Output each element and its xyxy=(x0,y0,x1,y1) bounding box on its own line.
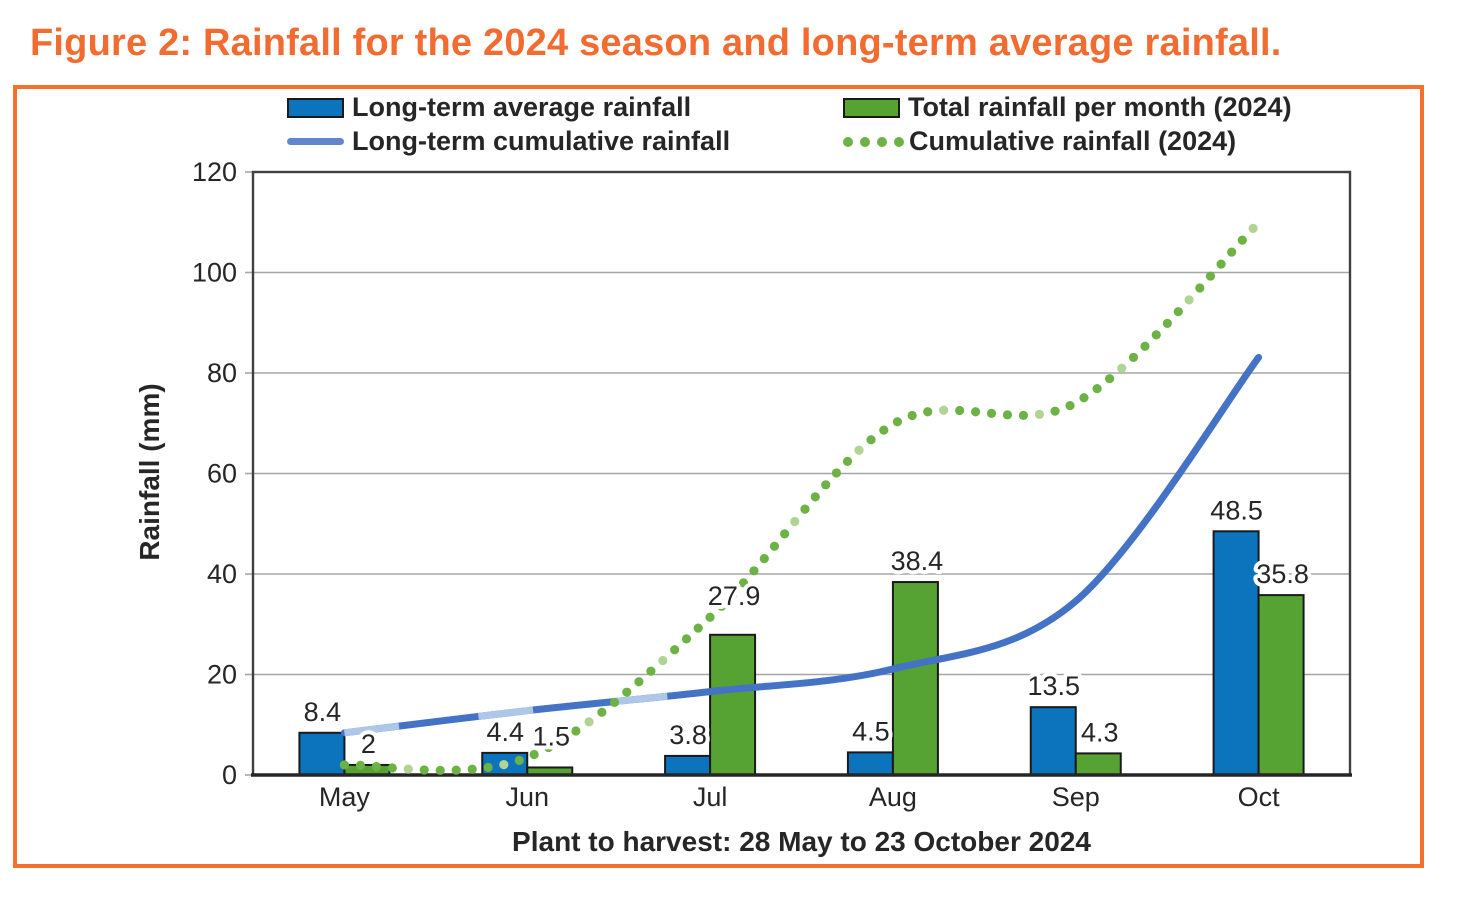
svg-text:40: 40 xyxy=(207,559,237,589)
svg-text:27.9: 27.9 xyxy=(708,581,761,611)
blue-bar-swatch-icon xyxy=(287,97,344,118)
svg-text:38.4: 38.4 xyxy=(891,546,944,576)
svg-text:Jun: Jun xyxy=(505,782,549,812)
svg-text:4.5: 4.5 xyxy=(852,716,890,746)
legend-item-longterm-line: Long-term cumulative rainfall xyxy=(287,126,730,157)
svg-text:1.5: 1.5 xyxy=(532,721,570,751)
svg-text:48.5: 48.5 xyxy=(1210,495,1263,525)
x-axis-title: Plant to harvest: 28 May to 23 October 2… xyxy=(512,826,1091,857)
svg-text:20: 20 xyxy=(207,660,237,690)
green-bar-swatch-icon xyxy=(843,97,900,118)
svg-text:3.8: 3.8 xyxy=(669,720,707,750)
svg-text:Oct: Oct xyxy=(1238,782,1281,812)
svg-text:4.4: 4.4 xyxy=(486,717,524,747)
legend-label: Long-term cumulative rainfall xyxy=(352,126,731,156)
svg-text:120: 120 xyxy=(192,157,237,187)
legend-item-longterm-bar: Long-term average rainfall xyxy=(287,92,691,123)
svg-text:Jul: Jul xyxy=(693,782,728,812)
green-dots-swatch-icon xyxy=(843,136,904,147)
svg-text:8.4: 8.4 xyxy=(304,697,342,727)
svg-text:60: 60 xyxy=(207,459,237,489)
svg-text:Aug: Aug xyxy=(869,782,917,812)
svg-text:2: 2 xyxy=(361,729,376,759)
svg-text:35.8: 35.8 xyxy=(1256,559,1309,589)
svg-text:80: 80 xyxy=(207,358,237,388)
svg-text:May: May xyxy=(319,782,371,812)
svg-text:13.5: 13.5 xyxy=(1027,671,1080,701)
legend-item-2024-line: Cumulative rainfall (2024) xyxy=(843,126,1236,157)
svg-text:Sep: Sep xyxy=(1052,782,1100,812)
legend-item-2024-bar: Total rainfall per month (2024) xyxy=(843,92,1292,123)
svg-text:100: 100 xyxy=(192,258,237,288)
svg-text:4.3: 4.3 xyxy=(1081,717,1119,747)
legend-label: Long-term average rainfall xyxy=(352,92,692,122)
svg-text:0: 0 xyxy=(222,760,237,790)
blue-line-swatch-icon xyxy=(287,138,344,145)
legend-label: Cumulative rainfall (2024) xyxy=(909,126,1237,156)
figure-title: Figure 2: Rainfall for the 2024 season a… xyxy=(30,22,1282,64)
legend-label: Total rainfall per month (2024) xyxy=(908,92,1292,122)
